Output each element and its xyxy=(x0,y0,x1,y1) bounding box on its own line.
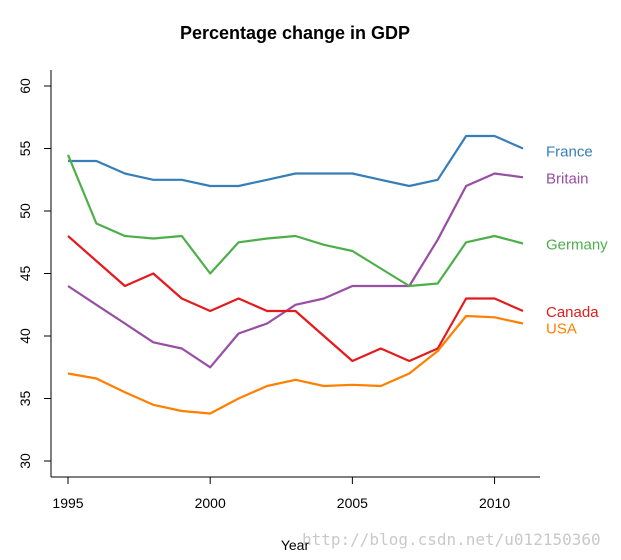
series-label-canada: Canada xyxy=(546,304,599,321)
x-tick-label: 2000 xyxy=(195,495,226,511)
y-tick-label: 55 xyxy=(17,141,33,157)
series-line-britain xyxy=(67,172,524,369)
y-tick-label: 30 xyxy=(17,453,33,469)
y-tick-label: 40 xyxy=(17,328,33,344)
plot-area: 30 35 40 45 50 55 60 1995 2000 2005 2010 France Brit… xyxy=(17,70,608,511)
y-tick-label: 45 xyxy=(17,266,33,282)
series-line-france xyxy=(68,134,524,188)
series-label-germany: Germany xyxy=(546,237,608,254)
x-tick-label: 2010 xyxy=(479,495,510,511)
x-axis-label: Year xyxy=(281,537,310,553)
y-tick-label: 50 xyxy=(17,203,33,219)
series-line-usa xyxy=(67,314,524,415)
series-label-usa: USA xyxy=(546,321,577,338)
x-tick-label: 1995 xyxy=(52,495,83,511)
y-tick-label: 35 xyxy=(17,391,33,407)
chart-title: Percentage change in GDP xyxy=(180,23,410,43)
series-line-canada xyxy=(67,235,524,363)
x-tick-label: 2005 xyxy=(337,495,368,511)
series-line-germany xyxy=(66,154,524,288)
y-tick-label: 60 xyxy=(17,78,33,94)
series-label-britain: Britain xyxy=(546,170,589,187)
series-label-france: France xyxy=(546,144,593,161)
watermark-text: http://blog.csdn.net/u012150360 xyxy=(302,530,601,549)
